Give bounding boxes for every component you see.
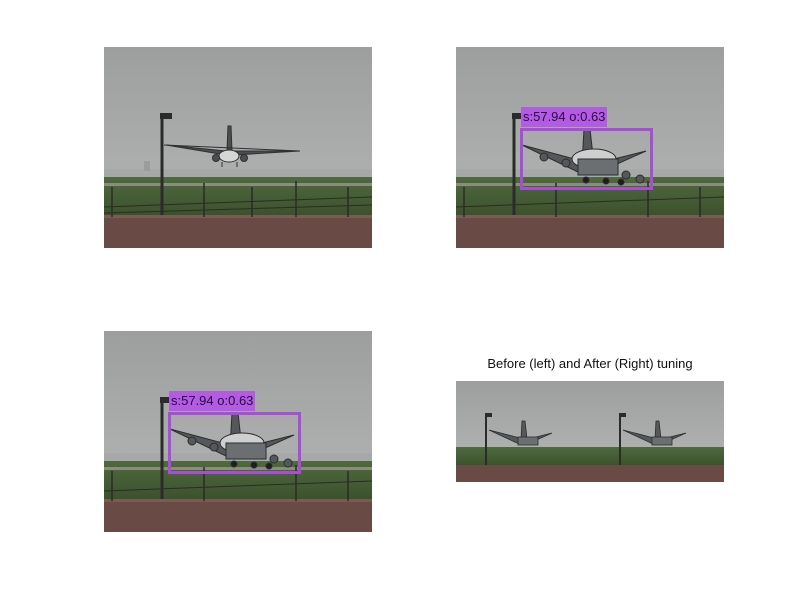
comparison-image bbox=[456, 381, 724, 482]
detection-box bbox=[520, 128, 653, 190]
detection-box bbox=[168, 412, 301, 474]
airport-scene-image bbox=[104, 47, 372, 248]
comparison-title: Before (left) and After (Right) tuning bbox=[487, 356, 693, 371]
photo-panel-bottom-right bbox=[456, 381, 724, 482]
detection-label: s:57.94 o:0.63 bbox=[169, 391, 256, 411]
photo-panel-top-right: s:57.94 o:0.63 bbox=[456, 47, 724, 248]
photo-panel-top-left bbox=[104, 47, 372, 248]
airport-scene-image bbox=[104, 331, 372, 532]
photo-panel-bottom-left: s:57.94 o:0.63 bbox=[104, 331, 372, 532]
detection-label: s:57.94 o:0.63 bbox=[521, 107, 608, 127]
airport-scene-image bbox=[456, 47, 724, 248]
